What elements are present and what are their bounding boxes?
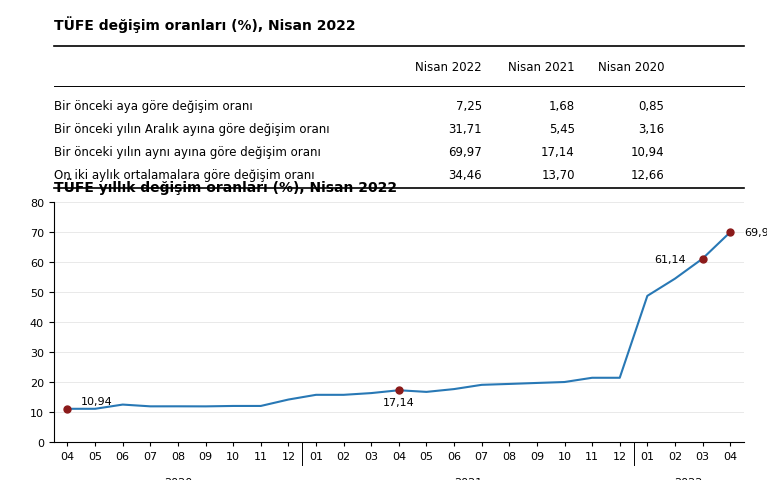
Text: 0,85: 0,85: [639, 100, 664, 113]
Text: 17,14: 17,14: [541, 146, 575, 159]
Text: 3,16: 3,16: [638, 123, 664, 136]
Text: 7,25: 7,25: [456, 100, 482, 113]
Text: Bir önceki aya göre değişim oranı: Bir önceki aya göre değişim oranı: [54, 100, 252, 113]
Text: 10,94: 10,94: [81, 396, 113, 407]
Text: 2020: 2020: [164, 478, 192, 480]
Text: 61,14: 61,14: [654, 254, 686, 264]
Text: 69,97: 69,97: [448, 146, 482, 159]
Text: Nisan 2021: Nisan 2021: [509, 60, 575, 73]
Text: TÜFE değişim oranları (%), Nisan 2022: TÜFE değişim oranları (%), Nisan 2022: [54, 16, 355, 33]
Text: 69,97: 69,97: [744, 228, 767, 238]
Text: 31,71: 31,71: [448, 123, 482, 136]
Text: 2022: 2022: [675, 478, 703, 480]
Text: 1,68: 1,68: [548, 100, 575, 113]
Text: 2021: 2021: [454, 478, 482, 480]
Text: 17,14: 17,14: [383, 397, 415, 407]
Text: 34,46: 34,46: [448, 169, 482, 182]
Text: 13,70: 13,70: [542, 169, 575, 182]
Text: 10,94: 10,94: [631, 146, 664, 159]
Text: Bir önceki yılın Aralık ayına göre değişim oranı: Bir önceki yılın Aralık ayına göre değiş…: [54, 123, 329, 136]
Text: Nisan 2020: Nisan 2020: [598, 60, 664, 73]
Text: Bir önceki yılın aynı ayına göre değişim oranı: Bir önceki yılın aynı ayına göre değişim…: [54, 146, 321, 159]
Text: TÜFE yıllık değişim oranları (%), Nisan 2022: TÜFE yıllık değişim oranları (%), Nisan …: [54, 178, 397, 195]
Text: 12,66: 12,66: [630, 169, 664, 182]
Text: On iki aylık ortalamalara göre değişim oranı: On iki aylık ortalamalara göre değişim o…: [54, 169, 314, 182]
Text: Nisan 2022: Nisan 2022: [415, 60, 482, 73]
Text: 5,45: 5,45: [549, 123, 575, 136]
